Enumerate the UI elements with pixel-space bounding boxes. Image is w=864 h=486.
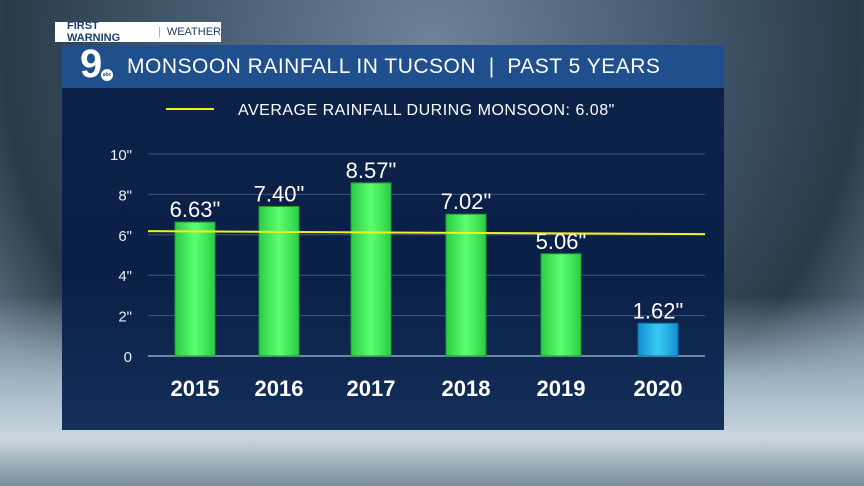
title-bar: 9 abc MONSOON RAINFALL IN TUCSON | PAST …	[62, 42, 724, 88]
bar-2017	[350, 182, 392, 357]
data-label: 8.57"	[346, 158, 397, 183]
logo-abc: abc	[101, 69, 113, 81]
data-label: 1.62"	[633, 298, 684, 323]
y-tick-label: 2"	[118, 309, 132, 326]
data-label: 7.02"	[441, 189, 492, 214]
tag-left: FIRST WARNING	[67, 20, 121, 44]
y-tick-label: 0	[124, 349, 132, 366]
bar-2016	[258, 206, 300, 357]
x-tick-label: 2017	[347, 376, 396, 401]
logo-nine: 9	[80, 42, 103, 86]
x-tick-label: 2020	[634, 376, 683, 401]
x-tick-label: 2016	[255, 376, 304, 401]
y-tick-label: 10"	[110, 147, 132, 164]
station-logo: 9 abc	[62, 42, 113, 88]
y-tick-label: 4"	[118, 268, 132, 285]
legend-label: AVERAGE RAINFALL DURING MONSOON: 6.08"	[238, 102, 615, 119]
average-line	[147, 230, 706, 236]
bar-2018	[445, 213, 487, 357]
bar-2019	[540, 253, 582, 357]
tag-separator: |	[157, 26, 161, 38]
y-tick-label: 6"	[118, 228, 132, 245]
y-tick-label: 8"	[118, 187, 132, 204]
bar-2020	[637, 322, 679, 357]
x-tick-label: 2019	[537, 376, 586, 401]
data-label: 7.40"	[254, 182, 305, 207]
chart-title: MONSOON RAINFALL IN TUCSON | PAST 5 YEAR…	[127, 54, 661, 78]
x-tick-label: 2015	[171, 376, 220, 401]
data-label: 6.63"	[170, 197, 221, 222]
bar-chart: 0 2" 4" 6" 8" 10" 6.63" 2015 7.40" 2016 8.57" 2017 7…	[110, 102, 706, 401]
first-warning-weather-tag: FIRST WARNING | WEATHER	[55, 20, 221, 44]
chart-panel: 9 abc MONSOON RAINFALL IN TUCSON | PAST …	[62, 42, 724, 430]
bar-2015	[174, 221, 216, 357]
x-tick-label: 2018	[442, 376, 491, 401]
tag-right: WEATHER	[166, 26, 221, 38]
